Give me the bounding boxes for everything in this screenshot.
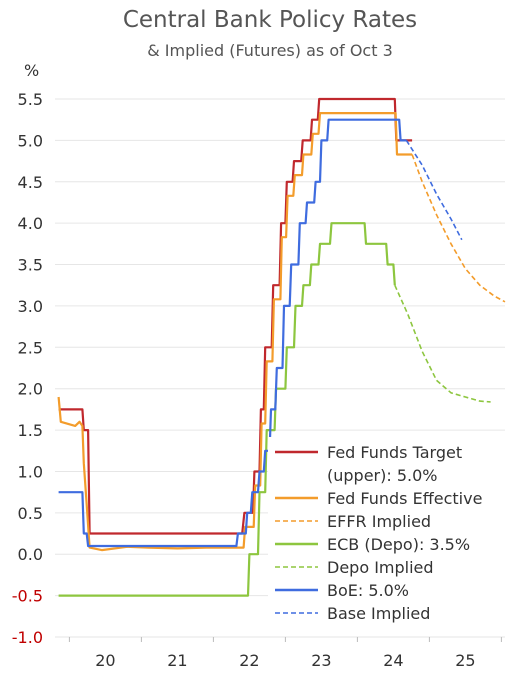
- legend-label: (upper): 5.0%: [327, 466, 437, 485]
- series-line-0: [58, 97, 413, 535]
- legend-label: ECB (Depo): 3.5%: [327, 535, 470, 554]
- series-line-5: [58, 118, 407, 548]
- y-axis-ticks: 5.5 5.0 4.5 4.0 3.5 3.0 2.5 2.0 1.5 1.0 0.5 0.0 -0.5…: [12, 90, 43, 647]
- y-axis-unit: %: [24, 61, 39, 80]
- x-tick-label: 23: [311, 651, 331, 670]
- y-tick-label: 4.0: [18, 214, 43, 233]
- y-tick-label: 3.0: [18, 297, 43, 316]
- x-tick-label: 25: [455, 651, 475, 670]
- chart-subtitle: & Implied (Futures) as of Oct 3: [147, 41, 393, 60]
- legend-label: Fed Funds Effective: [327, 489, 482, 508]
- y-tick-label: 3.5: [18, 256, 43, 275]
- series-lines: [57, 97, 506, 597]
- y-tick-label: 1.5: [18, 421, 43, 440]
- legend-background: [268, 437, 508, 629]
- y-tick-label: 2.0: [18, 380, 43, 399]
- chart-title: Central Bank Policy Rates: [123, 7, 417, 33]
- x-tick-label: 24: [383, 651, 403, 670]
- y-tick-label: 1.0: [18, 462, 43, 481]
- legend-label: EFFR Implied: [327, 512, 431, 531]
- legend-label: Depo Implied: [327, 558, 434, 577]
- y-tick-label: 0.5: [18, 504, 43, 523]
- y-tick-label: 5.5: [18, 90, 43, 109]
- y-tick-label: 0.0: [18, 545, 43, 564]
- x-axis-ticks: 20 21 22 23 24 25: [68, 637, 502, 670]
- legend: Fed Funds Target (upper): 5.0% Fed Funds E…: [268, 437, 508, 629]
- x-tick-label: 21: [167, 651, 187, 670]
- y-tick-label: 4.5: [18, 173, 43, 192]
- y-tick-label: 2.5: [18, 338, 43, 357]
- series-line-6: [405, 139, 463, 241]
- y-tick-label: -1.0: [12, 628, 43, 647]
- series-line-2: [411, 154, 506, 303]
- series-line-3: [58, 222, 396, 597]
- legend-label: BoE: 5.0%: [327, 581, 409, 600]
- series-line-4: [394, 284, 491, 403]
- y-tick-label: 5.0: [18, 131, 43, 150]
- y-tick-label: -0.5: [12, 587, 43, 606]
- legend-label: Fed Funds Target: [327, 443, 462, 462]
- x-tick-label: 20: [95, 651, 115, 670]
- legend-label: Base Implied: [327, 604, 430, 623]
- series-line-1: [57, 112, 413, 552]
- x-tick-label: 22: [239, 651, 259, 670]
